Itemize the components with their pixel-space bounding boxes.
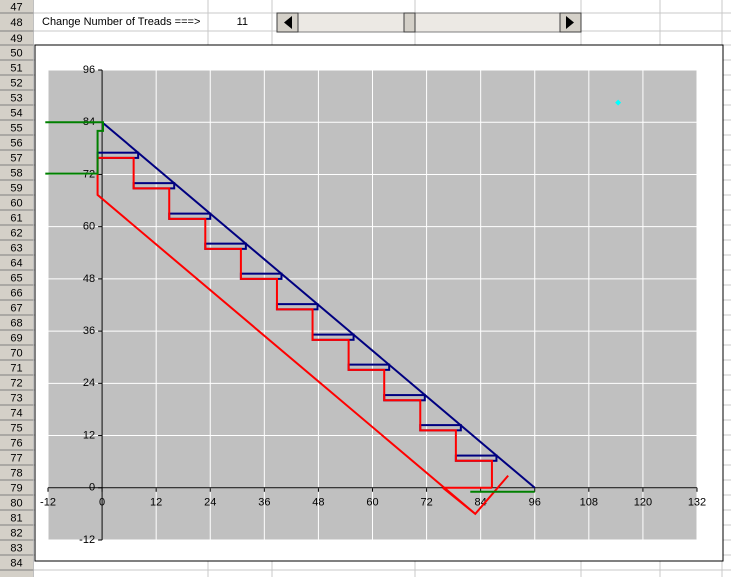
row-number: 72	[10, 377, 22, 389]
y-tick-label: 96	[83, 64, 95, 76]
x-tick-label: 36	[258, 497, 270, 509]
y-tick-label: 36	[83, 325, 95, 337]
row-number: 58	[10, 167, 22, 179]
row-number: 62	[10, 227, 22, 239]
arrow-right	[566, 16, 574, 29]
row-number: 77	[10, 452, 22, 464]
scroll-thumb[interactable]	[403, 12, 416, 33]
row-number: 54	[10, 107, 22, 119]
row-number: 80	[10, 497, 22, 509]
row-number: 67	[10, 302, 22, 314]
treads-label: Change Number of Treads ===>	[42, 16, 200, 28]
series-line	[97, 156, 493, 488]
row-number: 56	[10, 137, 22, 149]
series-line	[45, 121, 535, 493]
row-number: 70	[10, 347, 22, 359]
row-number: 73	[10, 392, 22, 404]
row-number: 59	[10, 182, 22, 194]
row-number: 71	[10, 362, 22, 374]
row-number: 66	[10, 287, 22, 299]
x-tick-label: 96	[529, 497, 541, 509]
point	[615, 99, 622, 106]
y-tick-label: 60	[83, 221, 95, 233]
row-number: 79	[10, 482, 22, 494]
row-number: 76	[10, 437, 22, 449]
row-number: 47	[10, 1, 22, 13]
y-tick-label: 24	[83, 377, 95, 389]
row-number: 65	[10, 272, 22, 284]
row-number: 84	[10, 557, 22, 569]
y-tick-label: 12	[83, 429, 95, 441]
row-number: 51	[10, 62, 22, 74]
row-number: 69	[10, 332, 22, 344]
row-number: 68	[10, 317, 22, 329]
row-number: 64	[10, 257, 22, 269]
treads-value: 11	[237, 16, 248, 28]
x-tick-label: 108	[580, 497, 598, 509]
row-number: 53	[10, 92, 22, 104]
row-number: 78	[10, 467, 22, 479]
row-number: 63	[10, 242, 22, 254]
row-header-bar	[0, 0, 33, 577]
series-line	[96, 157, 509, 516]
row-number: 75	[10, 422, 22, 434]
row-number: 74	[10, 407, 22, 419]
arrow-left	[284, 16, 292, 29]
row-number: 52	[10, 77, 22, 89]
row-number: 49	[10, 33, 22, 45]
x-tick-label: 132	[688, 497, 706, 509]
x-tick-label: 120	[634, 497, 652, 509]
series-line	[101, 121, 536, 489]
chart: -1201224364860728496108120132-1201224364…	[40, 64, 706, 546]
row-number: 60	[10, 197, 22, 209]
row-number: 82	[10, 527, 22, 539]
row-number: 50	[10, 47, 22, 59]
row-number: 55	[10, 122, 22, 134]
x-tick-label: 60	[366, 497, 378, 509]
x-tick-label: 72	[420, 497, 432, 509]
row-number: 61	[10, 212, 22, 224]
y-tick-label: 48	[83, 273, 95, 285]
scroll-track[interactable]	[276, 12, 582, 33]
row-number: 48	[10, 17, 22, 29]
x-tick-label: 84	[475, 497, 487, 509]
row-number: 57	[10, 152, 22, 164]
row-number: 81	[10, 512, 22, 524]
y-tick-label: -12	[79, 534, 95, 546]
x-tick-label: -12	[40, 497, 56, 509]
scrollbar[interactable]	[276, 12, 582, 33]
x-tick-label: 48	[312, 497, 324, 509]
row-number: 83	[10, 542, 22, 554]
x-tick-label: 24	[204, 497, 216, 509]
x-tick-label: 12	[150, 497, 162, 509]
